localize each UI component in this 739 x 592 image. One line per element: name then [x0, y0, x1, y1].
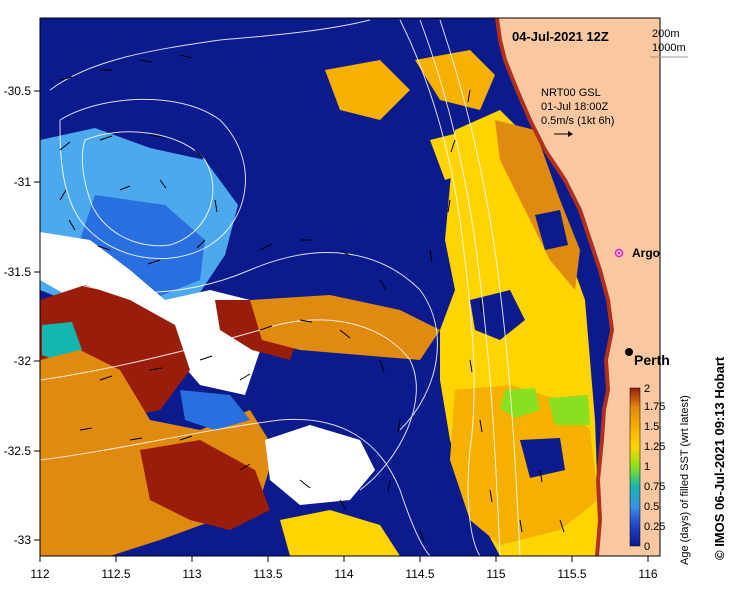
lat-tick-label: -32.5: [4, 444, 32, 458]
age-region-orange-middle: [250, 295, 440, 360]
lon-tick-label: 113.5: [253, 567, 282, 581]
lat-tick-labels: -30.5 -31 -31.5 -32 -32.5 -33: [4, 84, 32, 547]
credit-label: © IMOS 06-Jul-2021 09:13 Hobart: [712, 356, 727, 560]
current-scale-label: 0.5m/s (1kt 6h): [541, 115, 614, 127]
age-region-blue-south: [180, 390, 250, 430]
colorbar-tick-label: 1.25: [644, 441, 665, 453]
current-arrows: [59, 54, 565, 543]
no-data-center: [265, 425, 375, 505]
age-region-dark-blue-patch-1: [470, 290, 525, 340]
lon-tick-label: 113: [182, 567, 201, 581]
colorbar-tick-label: 0: [644, 541, 650, 553]
colorbar-tick-label: 1: [644, 461, 650, 473]
current-scale-arrow: [554, 131, 573, 137]
contour-lines: [40, 19, 521, 556]
colorbar-tick-labels: 0 0.25 0.5 0.75 1 1.25 1.5 1.75 2: [644, 383, 665, 553]
colorbar-tick-label: 1.5: [644, 421, 659, 433]
lat-tick-label: -31.5: [4, 265, 32, 279]
axis-ticks: [34, 90, 649, 562]
argo-marker: [614, 248, 624, 258]
lon-tick-label: 114.5: [405, 567, 434, 581]
lat-tick-label: -33: [14, 533, 32, 547]
colorbar-tick-label: 1.75: [644, 401, 665, 413]
sst-age-field: [40, 19, 600, 556]
lon-tick-label: 116: [638, 567, 657, 581]
current-source-label: NRT00 GSL: [541, 87, 601, 99]
colorbar: [629, 387, 641, 547]
age-region-orange-north-2: [415, 50, 495, 110]
colorbar-tick-label: 2: [644, 383, 650, 395]
perth-marker: [625, 348, 633, 356]
perth-label: Perth: [634, 352, 670, 368]
age-region-dark-blue-patch-2: [535, 210, 568, 250]
depth-label-200m: 200m: [652, 28, 680, 40]
colorbar-tick-label: 0.25: [644, 521, 665, 533]
land: [497, 18, 660, 556]
lon-tick-label: 115.5: [557, 567, 586, 581]
age-region-dark-blue-patch-3: [520, 438, 565, 478]
age-region-dark-red-coast: [495, 120, 580, 290]
coastline: [495, 17, 615, 557]
age-region-green-2: [548, 395, 590, 425]
date-label: 04-Jul-2021 12Z: [512, 29, 609, 44]
age-region-yellow-north: [430, 130, 475, 180]
colorbar-tick-label: 0.75: [644, 481, 665, 493]
age-region-dark-red-south: [140, 440, 270, 530]
colorbar-title: Age (days) of filled SST (wrt latest): [679, 395, 691, 565]
lon-tick-label: 114: [334, 567, 353, 581]
map-frame: [39, 17, 661, 557]
lon-tick-label: 115: [486, 567, 505, 581]
current-date-label: 01-Jul 18:00Z: [541, 101, 609, 113]
lon-tick-label: 112.5: [101, 567, 130, 581]
argo-label: Argo: [632, 246, 660, 260]
depth-label-1000m: 1000m: [652, 42, 686, 54]
colorbar-tick-label: 0.5: [644, 501, 659, 513]
lon-tick-label: 112: [30, 567, 49, 581]
lat-tick-label: -30.5: [4, 84, 32, 98]
lat-tick-label: -32: [14, 354, 32, 368]
age-region-yellow-south: [280, 510, 400, 556]
age-region-orange-north: [325, 60, 410, 120]
lat-tick-label: -31: [14, 175, 32, 189]
lon-tick-labels: 112 112.5 113 113.5 114 114.5 115 115.5 …: [30, 567, 657, 581]
